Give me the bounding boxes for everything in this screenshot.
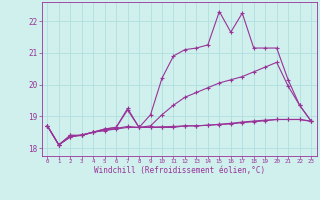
X-axis label: Windchill (Refroidissement éolien,°C): Windchill (Refroidissement éolien,°C) [94,166,265,175]
